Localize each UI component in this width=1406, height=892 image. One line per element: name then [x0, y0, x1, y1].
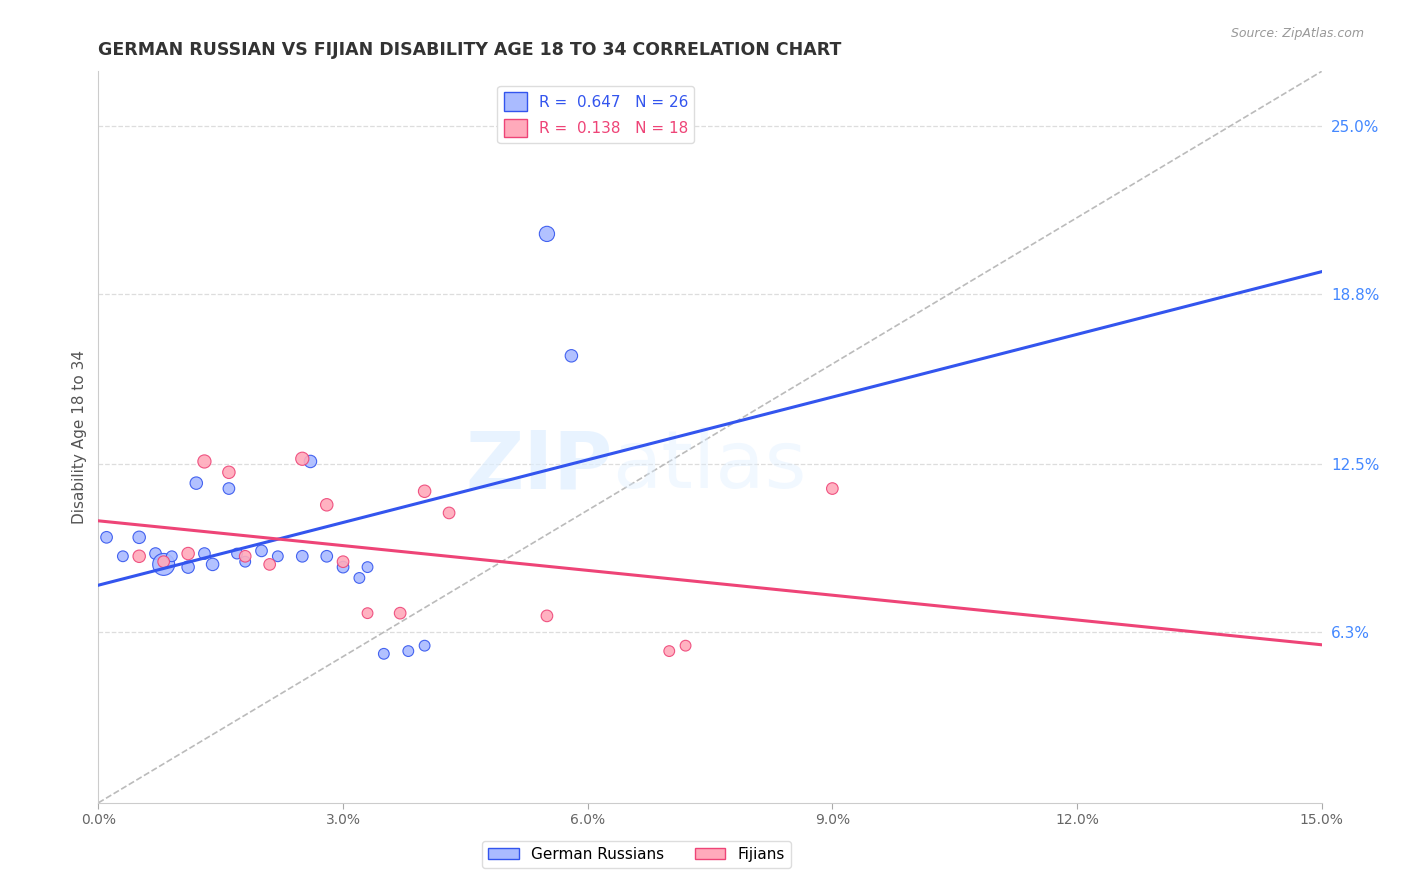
Point: [332, 555, 354, 569]
Point: [250, 544, 273, 558]
Point: [233, 555, 256, 569]
Text: atlas: atlas: [612, 427, 807, 506]
Point: [145, 547, 167, 561]
Point: [218, 482, 240, 496]
Point: [111, 549, 134, 564]
Text: GERMAN RUSSIAN VS FIJIAN DISABILITY AGE 18 TO 34 CORRELATION CHART: GERMAN RUSSIAN VS FIJIAN DISABILITY AGE …: [98, 41, 842, 59]
Point: [356, 560, 378, 574]
Point: [218, 465, 240, 479]
Point: [560, 349, 582, 363]
Point: [291, 451, 314, 466]
Point: [536, 608, 558, 623]
Point: [152, 555, 174, 569]
Point: [128, 530, 150, 544]
Point: [160, 549, 183, 564]
Point: [177, 560, 200, 574]
Point: [821, 482, 844, 496]
Point: [349, 571, 371, 585]
Point: [128, 549, 150, 564]
Point: [413, 639, 436, 653]
Point: [299, 454, 322, 468]
Point: [373, 647, 395, 661]
Legend: German Russians, Fijians: German Russians, Fijians: [482, 841, 792, 868]
Point: [658, 644, 681, 658]
Y-axis label: Disability Age 18 to 34: Disability Age 18 to 34: [72, 350, 87, 524]
Point: [226, 547, 249, 561]
Point: [536, 227, 558, 241]
Point: [233, 549, 256, 564]
Point: [193, 547, 215, 561]
Point: [96, 530, 118, 544]
Point: [201, 558, 224, 572]
Point: [437, 506, 460, 520]
Text: ZIP: ZIP: [465, 427, 612, 506]
Point: [356, 606, 378, 620]
Point: [291, 549, 314, 564]
Point: [315, 549, 337, 564]
Point: [259, 558, 281, 572]
Point: [267, 549, 290, 564]
Point: [315, 498, 337, 512]
Point: [193, 454, 215, 468]
Point: [332, 560, 354, 574]
Point: [389, 606, 412, 620]
Point: [152, 558, 174, 572]
Point: [675, 639, 697, 653]
Point: [177, 547, 200, 561]
Point: [186, 476, 208, 491]
Point: [396, 644, 419, 658]
Point: [413, 484, 436, 499]
Text: Source: ZipAtlas.com: Source: ZipAtlas.com: [1230, 27, 1364, 40]
